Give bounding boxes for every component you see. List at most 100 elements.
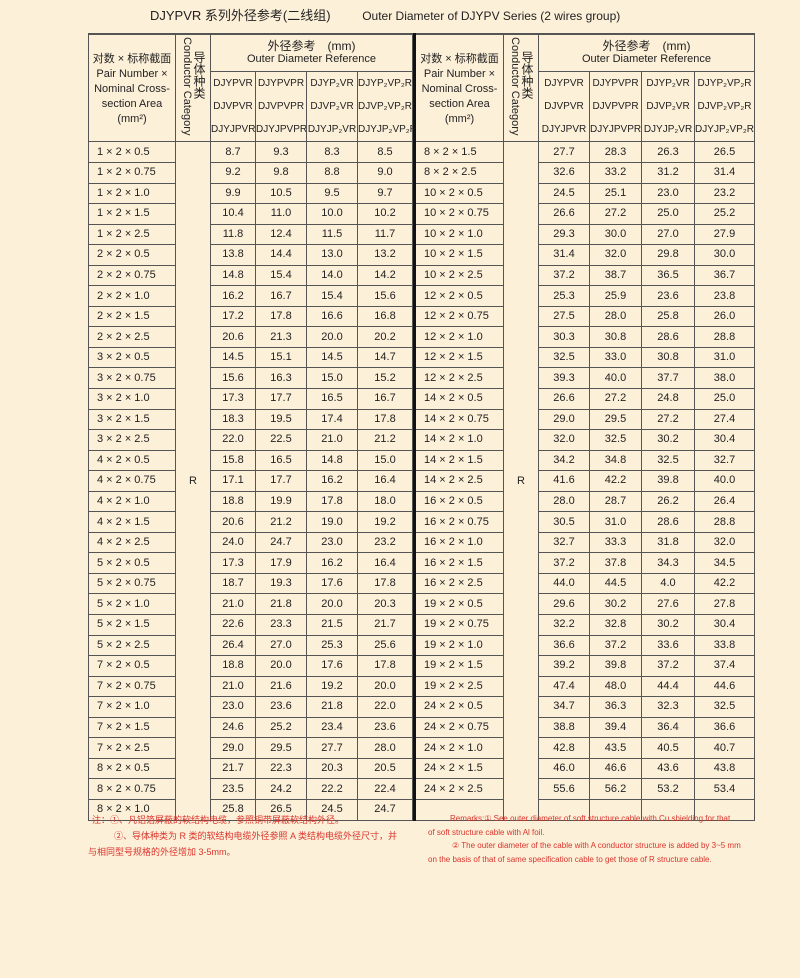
diameter-cell: 33.2: [589, 162, 642, 184]
size-cell: 3 × 2 × 1.0: [88, 388, 176, 410]
diameter-cell: 22.4: [357, 778, 413, 800]
diameter-cell: 21.8: [306, 696, 358, 718]
model-header: DJYP₂VR: [306, 71, 358, 96]
size-cell: 10 × 2 × 1.5: [414, 244, 504, 266]
diameter-cell: 9.8: [255, 162, 307, 184]
diameter-cell: 14.7: [357, 346, 413, 369]
diameter-cell: 22.2: [306, 778, 358, 800]
table-row: 2 × 2 × 1.0 16.2 16.7 15.4 15.6: [88, 285, 413, 307]
diameter-cell: 13.8: [210, 244, 256, 266]
size-cell: 24 × 2 × 2.5: [414, 778, 504, 800]
diameter-cell: 17.6: [306, 572, 358, 595]
table-row: 1 × 2 × 1.5 10.4 11.0 10.0 10.2: [88, 203, 413, 225]
diameter-cell: 39.2: [538, 655, 590, 677]
table-row: 5 × 2 × 1.5 22.6 23.3 21.5 21.7: [88, 614, 413, 636]
diameter-cell: 31.4: [694, 162, 755, 184]
size-cell: 24 × 2 × 1.5: [414, 757, 504, 780]
conductor-header-en: Conductor Category: [181, 37, 193, 136]
diameter-cell: 28.6: [641, 326, 695, 348]
table-row: 16 × 2 × 1.0 32.7 33.3 31.8 32.0: [414, 531, 755, 554]
table-row: 7 × 2 × 1.5 24.6 25.2 23.4 23.6: [88, 716, 413, 739]
diameter-cell: 34.2: [538, 449, 590, 472]
table-row: 2 × 2 × 0.75 14.8 15.4 14.0 14.2: [88, 264, 413, 287]
diameter-cell: 31.4: [538, 244, 590, 266]
conductor-header-cn: 导体种类: [192, 51, 206, 99]
diameter-cell: 12.4: [255, 223, 307, 246]
diameter-cell: 29.5: [589, 408, 642, 431]
size-cell: 1 × 2 × 2.5: [88, 223, 176, 246]
table-row: 3 × 2 × 1.5 18.3 19.5 17.4 17.8: [88, 408, 413, 431]
diameter-cell: 15.4: [306, 285, 358, 307]
diameter-cell: 32.5: [694, 696, 755, 718]
diameter-cell: 20.0: [306, 593, 358, 616]
diameter-cell: 28.0: [538, 490, 590, 513]
size-cell: 1 × 2 × 1.5: [88, 203, 176, 225]
diameter-cell: 18.8: [210, 655, 256, 677]
diameter-cell: 25.0: [694, 388, 755, 410]
diameter-cell: 14.8: [306, 449, 358, 472]
note-cn-2: ②、导体种类为 R 类的软结构电缆外径参照 A 类结构电缆外径尺寸，并: [114, 831, 398, 841]
table-row: 14 × 2 × 0.5 26.6 27.2 24.8 25.0: [414, 388, 755, 410]
table-row: 16 × 2 × 2.5 44.0 44.5 4.0 42.2: [414, 572, 755, 595]
diameter-cell: 13.2: [357, 244, 413, 266]
diameter-cell: 46.6: [589, 757, 642, 780]
model-header: DJYP₂VP₂R: [357, 71, 413, 96]
diameter-cell: 24.0: [210, 531, 256, 554]
table-row: 2 × 2 × 2.5 20.6 21.3 20.0 20.2: [88, 326, 413, 348]
diameter-cell: 16.5: [255, 449, 307, 472]
diameter-cell: 42.2: [694, 572, 755, 595]
diameter-cell: 36.7: [694, 264, 755, 287]
model-header: DJYP₂VR: [641, 71, 695, 96]
table-row: 12 × 2 × 1.5 32.5 33.0 30.8 31.0: [414, 346, 755, 369]
model-header: DJYPVR: [538, 71, 590, 96]
diameter-cell: 16.6: [306, 305, 358, 328]
diameter-cell: 18.0: [357, 490, 413, 513]
diameter-cell: 14.5: [306, 346, 358, 369]
diameter-cell: 19.0: [306, 511, 358, 533]
title-cn: DJYPVR 系列外径参考(二线组): [150, 8, 331, 23]
diameter-cell: [694, 798, 755, 821]
model-header: DJYJPVR: [210, 118, 256, 143]
diameter-cell: 21.6: [255, 675, 307, 698]
size-header-size-cn: 对数 × 标称截面: [420, 52, 499, 65]
size-cell: 8 × 2 × 2.5: [414, 162, 504, 184]
diameter-cell: 22.0: [210, 429, 256, 451]
diameter-cell: 15.4: [255, 264, 307, 287]
diameter-cell: 17.3: [210, 552, 256, 574]
size-cell: 5 × 2 × 2.5: [88, 634, 176, 657]
size-cell: 12 × 2 × 0.5: [414, 285, 504, 307]
table-row: 7 × 2 × 2.5 29.0 29.5 27.7 28.0: [88, 737, 413, 759]
table-row: 24 × 2 × 2.5 55.6 56.2 53.2 53.4: [414, 778, 755, 800]
diameter-cell: 13.0: [306, 244, 358, 266]
diameter-cell: 43.6: [641, 757, 695, 780]
diameter-cell: 37.2: [538, 552, 590, 574]
size-cell: 19 × 2 × 1.0: [414, 634, 504, 657]
diameter-cell: 22.6: [210, 614, 256, 636]
diameter-cell: 20.3: [306, 757, 358, 780]
table-row: 4 × 2 × 2.5 24.0 24.7 23.0 23.2: [88, 531, 413, 554]
diameter-cell: 27.8: [694, 593, 755, 616]
table-row: 4 × 2 × 1.0 18.8 19.9 17.8 18.0: [88, 490, 413, 513]
diameter-cell: 24.2: [255, 778, 307, 800]
size-cell: 24 × 2 × 1.0: [414, 737, 504, 759]
diameter-cell: 43.5: [589, 737, 642, 759]
diameter-cell: 30.3: [538, 326, 590, 348]
diameter-cell: 21.0: [306, 429, 358, 451]
diameter-cell: 36.4: [641, 716, 695, 739]
size-cell: 24 × 2 × 0.75: [414, 716, 504, 739]
size-cell: 4 × 2 × 0.5: [88, 449, 176, 472]
table-row: 19 × 2 × 0.5 29.6 30.2 27.6 27.8: [414, 593, 755, 616]
diameter-cell: 17.4: [306, 408, 358, 431]
diameter-cell: 24.7: [255, 531, 307, 554]
diameter-cell: 30.8: [641, 346, 695, 369]
table-row: 19 × 2 × 0.75 32.2 32.8 30.2 30.4: [414, 614, 755, 636]
size-cell: 24 × 2 × 0.5: [414, 696, 504, 718]
diameter-cell: 19.2: [306, 675, 358, 698]
table-row: 1 × 2 × 1.0 9.9 10.5 9.5 9.7: [88, 182, 413, 205]
model-header: DJVPVPR: [255, 95, 307, 119]
size-header: 对数 × 标称截面 Pair Number × Nominal Cross-sect…: [88, 33, 176, 143]
conductor-category-header: Conductor Category导体种类: [503, 33, 539, 143]
diameter-cell: 32.5: [589, 429, 642, 451]
size-cell: 19 × 2 × 1.5: [414, 655, 504, 677]
diameter-cell: 20.2: [357, 326, 413, 348]
